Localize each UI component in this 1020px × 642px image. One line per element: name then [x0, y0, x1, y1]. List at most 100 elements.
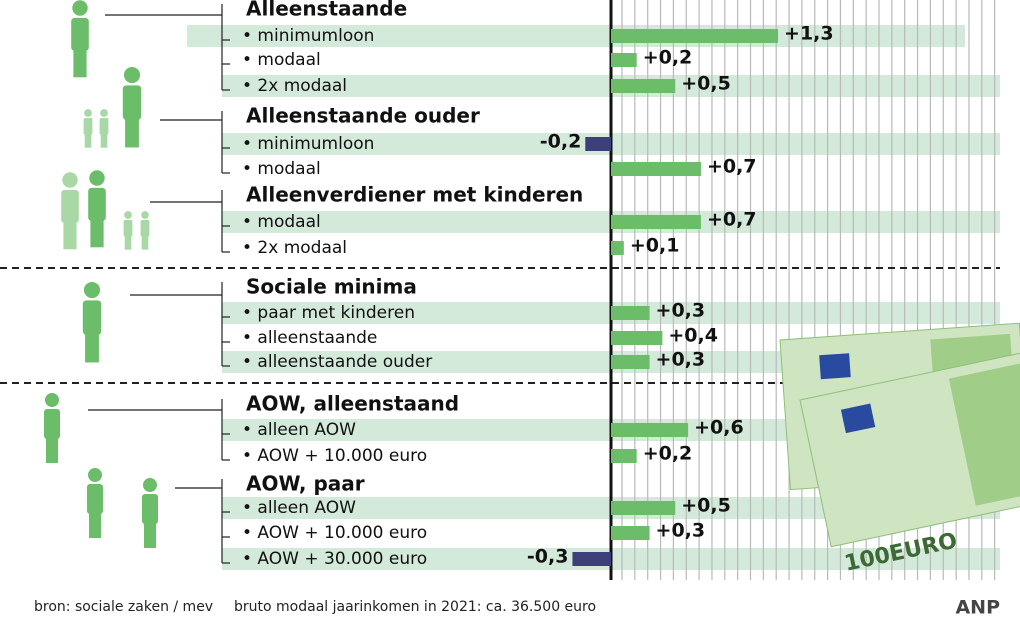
value-label: +0,1 [630, 235, 680, 257]
row-label: • alleenstaande [242, 328, 377, 348]
bar [611, 29, 779, 43]
icon-legs [90, 218, 104, 248]
bar [572, 552, 611, 566]
row-label: • modaal [242, 159, 321, 179]
bar [611, 215, 701, 229]
icon-head [83, 281, 101, 299]
value-label: +0,3 [656, 349, 706, 371]
person-icon [87, 468, 103, 538]
banknote-sheet [799, 349, 1020, 548]
group-title: AOW, paar [246, 472, 365, 496]
icon-head [89, 170, 105, 186]
foreground: Alleenstaande • minimumloon +1,3 • modaal +0… [44, 0, 834, 580]
icon-legs [124, 235, 132, 250]
row-label: • alleen AOW [242, 420, 356, 440]
icon-legs [144, 522, 156, 548]
value-label: -0,2 [540, 131, 582, 153]
icon-body [71, 17, 89, 51]
group-title: Sociale minima [246, 275, 417, 299]
value-label: +0,7 [707, 209, 757, 231]
icon-body [140, 219, 150, 237]
bar [611, 53, 637, 67]
bar [611, 423, 689, 437]
row-label: • minimumloon [242, 134, 374, 154]
person-icon [140, 211, 150, 250]
icon-head [143, 478, 157, 492]
icon-head [45, 393, 59, 407]
background: 100EURO [0, 0, 1020, 580]
icon-head [84, 109, 92, 117]
value-label: +0,2 [643, 443, 693, 465]
bar [611, 241, 624, 255]
value-label: +0,5 [681, 495, 731, 517]
logo: ANP [955, 597, 1000, 619]
icon-legs [89, 512, 101, 538]
banknote: 100EURO [779, 322, 1020, 577]
row-label: • modaal [242, 50, 321, 70]
icon-body [123, 219, 133, 237]
icon-body [87, 484, 103, 514]
icon-legs [46, 437, 58, 463]
value-label: +0,3 [656, 520, 706, 542]
person-icon [88, 170, 106, 248]
note-print [948, 361, 1020, 506]
bar [611, 355, 650, 369]
row-label: • modaal [242, 212, 321, 232]
group-title: Alleenverdiener met kinderen [246, 183, 583, 207]
bar [585, 137, 611, 151]
icon-legs [63, 220, 77, 250]
person-icon [82, 281, 102, 363]
icon-legs [100, 133, 108, 148]
icon-head [62, 172, 78, 188]
row-label: • AOW + 30.000 euro [242, 549, 427, 569]
group-title: Alleenstaande ouder [246, 104, 480, 128]
person-icon [123, 211, 133, 250]
value-label: +0,6 [694, 417, 744, 439]
group-title: AOW, alleenstaand [246, 392, 459, 416]
row-label: • minimumloon [242, 26, 374, 46]
icon-body [83, 117, 93, 135]
icon-body [88, 187, 106, 221]
value-label: +0,2 [643, 47, 693, 69]
icon-body [44, 409, 60, 439]
person-icon [61, 172, 79, 250]
source: bron: sociale zaken / mev [34, 599, 213, 615]
bar [611, 79, 676, 93]
person-icon [83, 109, 93, 148]
icon-head [100, 109, 108, 117]
value-label: +0,5 [681, 73, 731, 95]
bar [611, 449, 637, 463]
row-label: • alleenstaande ouder [242, 352, 432, 372]
value-label: +1,3 [784, 23, 834, 45]
icon-legs [141, 235, 149, 250]
row-label: • paar met kinderen [242, 303, 415, 323]
icon-legs [125, 117, 139, 148]
icon-head [124, 211, 132, 219]
icon-body [122, 85, 142, 120]
bar [611, 162, 701, 176]
bar [611, 501, 676, 515]
note-flag [819, 353, 851, 380]
value-label: -0,3 [527, 546, 569, 568]
icon-body [99, 117, 109, 135]
value-label: +0,7 [707, 156, 757, 178]
value-label: +0,4 [668, 325, 718, 347]
row-label: • AOW + 10.000 euro [242, 523, 427, 543]
note-flag [840, 403, 876, 434]
icon-head [141, 211, 149, 219]
row-label: • 2x modaal [242, 238, 347, 258]
bar [611, 331, 663, 345]
icon-legs [84, 133, 92, 148]
note: bruto modaal jaarinkomen in 2021: ca. 36… [234, 599, 596, 615]
icon-head [88, 468, 102, 482]
bar [611, 526, 650, 540]
icon-body [61, 189, 79, 223]
icon-head [72, 0, 88, 16]
icon-legs [85, 332, 99, 363]
person-icon [71, 0, 89, 78]
person-icon [142, 478, 158, 548]
row-label: • AOW + 10.000 euro [242, 446, 427, 466]
icon-head [123, 66, 141, 84]
icon-legs [73, 48, 87, 78]
